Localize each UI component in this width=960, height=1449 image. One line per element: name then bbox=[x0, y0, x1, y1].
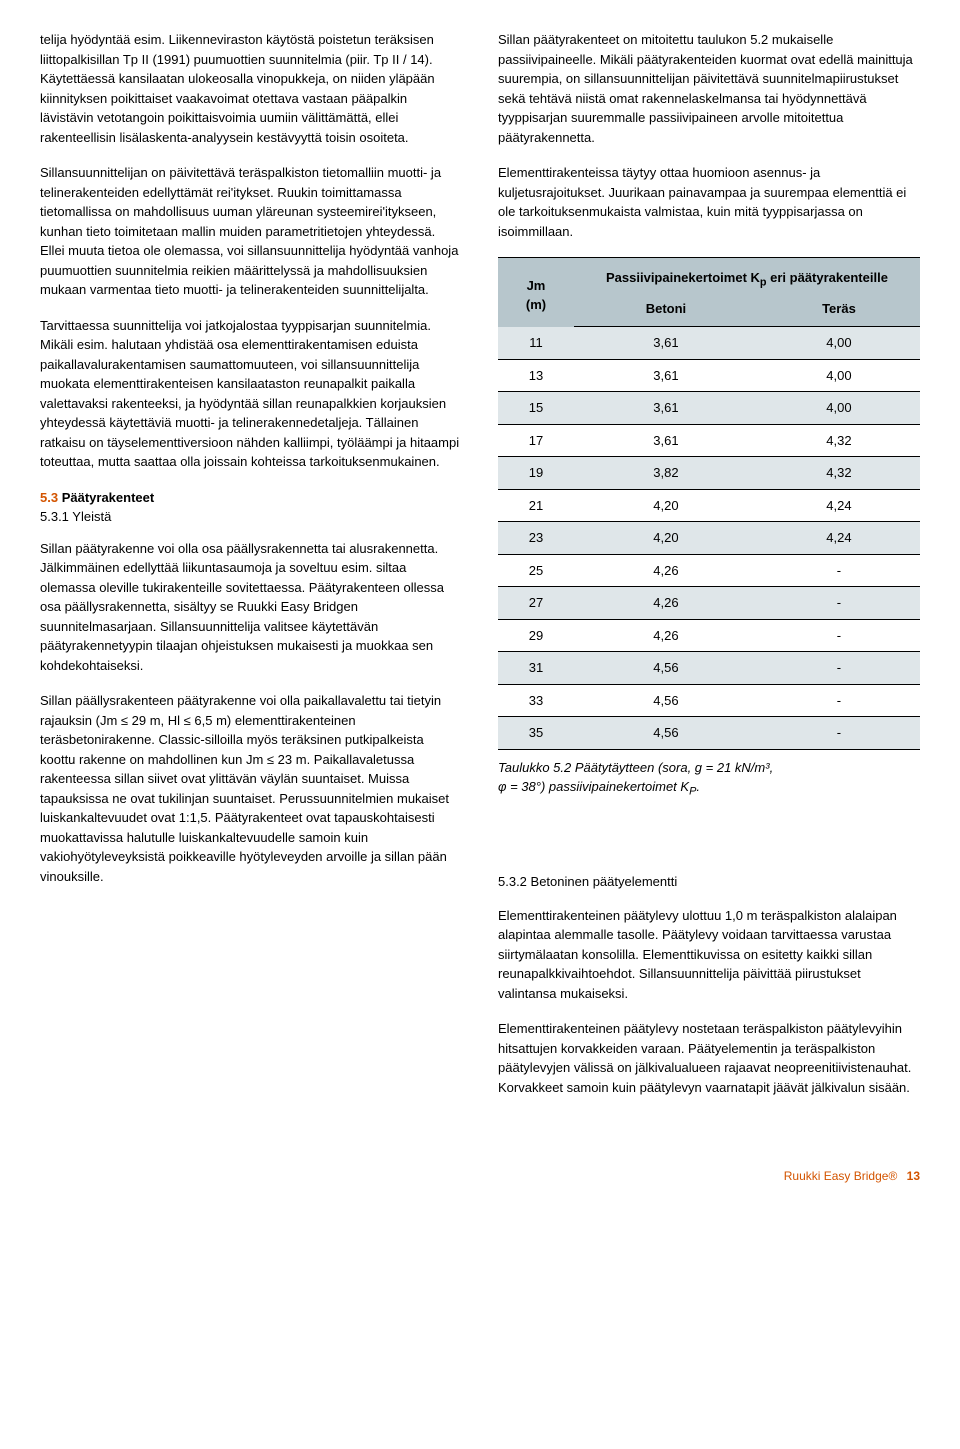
table-cell: 25 bbox=[498, 554, 574, 587]
col-kp: Passiivipainekertoimet Kp eri päätyraken… bbox=[574, 258, 920, 295]
table-cell: 4,26 bbox=[574, 554, 758, 587]
table-cell: - bbox=[758, 652, 920, 685]
table-cell: 4,56 bbox=[574, 652, 758, 685]
table-row: 153,614,00 bbox=[498, 392, 920, 425]
table-row: 274,26- bbox=[498, 587, 920, 620]
table-cell: 29 bbox=[498, 619, 574, 652]
table-cell: 4,32 bbox=[758, 457, 920, 490]
table-cell: 13 bbox=[498, 359, 574, 392]
table-row: 294,26- bbox=[498, 619, 920, 652]
table-cell: 4,00 bbox=[758, 392, 920, 425]
col-jm: Jm (m) bbox=[498, 258, 574, 327]
table-cell: 27 bbox=[498, 587, 574, 620]
table-cell: 4,26 bbox=[574, 587, 758, 620]
table-row: 234,204,24 bbox=[498, 522, 920, 555]
table-cell: 23 bbox=[498, 522, 574, 555]
table-row: 173,614,32 bbox=[498, 424, 920, 457]
table-row: 334,56- bbox=[498, 684, 920, 717]
heading-text: Päätyrakenteet bbox=[58, 490, 154, 505]
table-row: 113,614,00 bbox=[498, 327, 920, 360]
table-cell: - bbox=[758, 684, 920, 717]
table-cell: 4,56 bbox=[574, 684, 758, 717]
table-row: 314,56- bbox=[498, 652, 920, 685]
table-caption: Taulukko 5.2 Päätytäytteen (sora, g = 21… bbox=[498, 758, 920, 800]
table-cell: - bbox=[758, 554, 920, 587]
table-row: 354,56- bbox=[498, 717, 920, 750]
left-column: telija hyödyntää esim. Liikenneviraston … bbox=[40, 30, 462, 1113]
table-cell: 4,24 bbox=[758, 489, 920, 522]
table-cell: 4,20 bbox=[574, 522, 758, 555]
table-cell: 4,00 bbox=[758, 359, 920, 392]
table-cell: 21 bbox=[498, 489, 574, 522]
body-text: Sillan päällysrakenteen päätyrakenne voi… bbox=[40, 691, 462, 886]
body-text: Sillan päätyrakenteet on mitoitettu taul… bbox=[498, 30, 920, 147]
table-cell: 4,32 bbox=[758, 424, 920, 457]
table-cell: - bbox=[758, 587, 920, 620]
table-cell: 4,56 bbox=[574, 717, 758, 750]
page-footer: Ruukki Easy Bridge® 13 bbox=[40, 1167, 920, 1185]
table-row: 133,614,00 bbox=[498, 359, 920, 392]
table-cell: 4,24 bbox=[758, 522, 920, 555]
table-cell: 15 bbox=[498, 392, 574, 425]
table-cell: - bbox=[758, 717, 920, 750]
body-text: Tarvittaessa suunnittelija voi jatkojalo… bbox=[40, 316, 462, 472]
body-text: Elementtirakenteinen päätylevy ulottuu 1… bbox=[498, 906, 920, 1004]
table-cell: 3,82 bbox=[574, 457, 758, 490]
table-cell: 33 bbox=[498, 684, 574, 717]
table-cell: 11 bbox=[498, 327, 574, 360]
heading-number: 5.3 bbox=[40, 490, 58, 505]
table-cell: 3,61 bbox=[574, 327, 758, 360]
right-column: Sillan päätyrakenteet on mitoitettu taul… bbox=[498, 30, 920, 1113]
table-row: 193,824,32 bbox=[498, 457, 920, 490]
table-cell: 3,61 bbox=[574, 424, 758, 457]
kp-table: Jm (m) Passiivipainekertoimet Kp eri pää… bbox=[498, 257, 920, 750]
heading-5-3-2: 5.3.2 Betoninen päätyelementti bbox=[498, 872, 920, 892]
table-cell: 31 bbox=[498, 652, 574, 685]
table-cell: 4,26 bbox=[574, 619, 758, 652]
body-text: Elementtirakenteinen päätylevy nostetaan… bbox=[498, 1019, 920, 1097]
body-text: Sillansuunnittelijan on päivitettävä ter… bbox=[40, 163, 462, 300]
heading-5-3: 5.3 Päätyrakenteet bbox=[40, 488, 462, 508]
footer-page-number: 13 bbox=[907, 1169, 920, 1183]
body-text: Sillan päätyrakenne voi olla osa päällys… bbox=[40, 539, 462, 676]
col-teras: Teräs bbox=[758, 295, 920, 327]
heading-5-3-1: 5.3.1 Yleistä bbox=[40, 507, 462, 527]
table-row: 214,204,24 bbox=[498, 489, 920, 522]
table-cell: 17 bbox=[498, 424, 574, 457]
footer-brand: Ruukki Easy Bridge® bbox=[784, 1169, 898, 1183]
col-betoni: Betoni bbox=[574, 295, 758, 327]
table-cell: - bbox=[758, 619, 920, 652]
body-text: telija hyödyntää esim. Liikenneviraston … bbox=[40, 30, 462, 147]
table-cell: 4,00 bbox=[758, 327, 920, 360]
table-cell: 19 bbox=[498, 457, 574, 490]
body-text: Elementtirakenteissa täytyy ottaa huomio… bbox=[498, 163, 920, 241]
table-cell: 35 bbox=[498, 717, 574, 750]
table-cell: 4,20 bbox=[574, 489, 758, 522]
table-row: 254,26- bbox=[498, 554, 920, 587]
table-cell: 3,61 bbox=[574, 392, 758, 425]
table-cell: 3,61 bbox=[574, 359, 758, 392]
